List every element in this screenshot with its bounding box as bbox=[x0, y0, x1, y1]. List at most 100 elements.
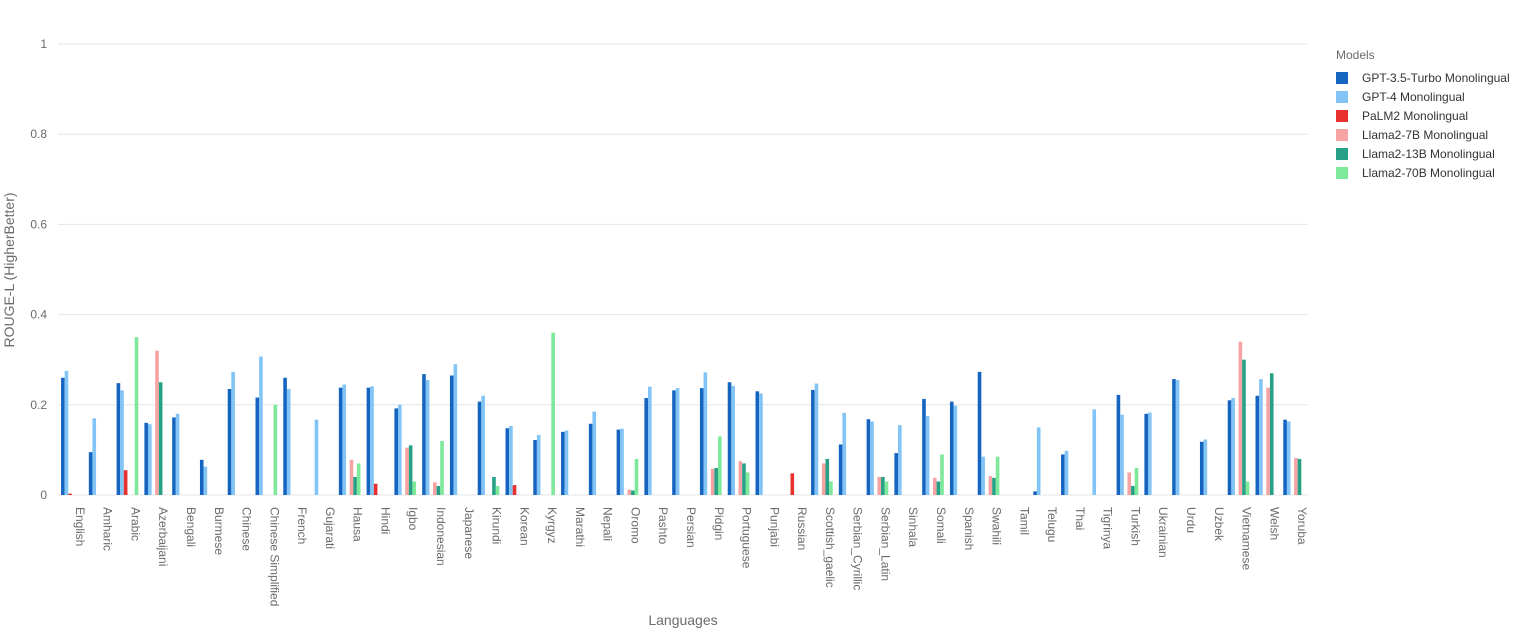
bar[interactable] bbox=[120, 390, 124, 495]
bar[interactable] bbox=[1172, 379, 1176, 495]
bar[interactable] bbox=[838, 444, 843, 495]
bar[interactable] bbox=[283, 377, 287, 495]
bar[interactable] bbox=[1227, 400, 1232, 495]
bar[interactable] bbox=[825, 458, 830, 495]
bar[interactable] bbox=[172, 417, 176, 495]
bar[interactable] bbox=[631, 490, 635, 495]
bar[interactable] bbox=[988, 476, 993, 495]
bar[interactable] bbox=[408, 445, 413, 495]
bar[interactable] bbox=[144, 422, 148, 495]
bar[interactable] bbox=[620, 428, 624, 495]
bar[interactable] bbox=[422, 374, 426, 495]
bar[interactable] bbox=[1131, 485, 1135, 495]
bar[interactable] bbox=[349, 459, 354, 495]
bar[interactable] bbox=[440, 440, 444, 495]
bar[interactable] bbox=[1286, 421, 1291, 495]
bar[interactable] bbox=[672, 390, 676, 495]
bar[interactable] bbox=[742, 463, 746, 495]
bar[interactable] bbox=[199, 459, 204, 495]
bar[interactable] bbox=[61, 377, 65, 495]
bar[interactable] bbox=[925, 416, 930, 495]
bar[interactable] bbox=[1259, 379, 1263, 495]
bar[interactable] bbox=[1033, 491, 1037, 495]
bar[interactable] bbox=[1092, 409, 1097, 495]
bar[interactable] bbox=[648, 386, 652, 495]
bar[interactable] bbox=[1231, 398, 1235, 495]
bar[interactable] bbox=[949, 401, 954, 495]
legend-item[interactable]: Llama2-70B Monolingual bbox=[1336, 163, 1510, 182]
bar[interactable] bbox=[273, 404, 278, 495]
bar[interactable] bbox=[877, 476, 882, 495]
bar[interactable] bbox=[829, 481, 833, 495]
bar[interactable] bbox=[68, 493, 72, 495]
bar[interactable] bbox=[738, 461, 743, 495]
bar[interactable] bbox=[870, 421, 874, 495]
bar[interactable] bbox=[338, 387, 343, 495]
bar[interactable] bbox=[1120, 414, 1124, 495]
bar[interactable] bbox=[634, 458, 639, 495]
bar[interactable] bbox=[894, 453, 898, 495]
legend-item[interactable]: Llama2-7B Monolingual bbox=[1336, 125, 1510, 144]
bar[interactable] bbox=[1283, 419, 1287, 495]
bar[interactable] bbox=[1266, 387, 1270, 495]
bar[interactable] bbox=[644, 398, 648, 495]
bar[interactable] bbox=[884, 481, 889, 495]
bar[interactable] bbox=[551, 332, 555, 495]
legend-item[interactable]: PaLM2 Monolingual bbox=[1336, 106, 1510, 125]
bar[interactable] bbox=[175, 413, 180, 495]
legend[interactable]: Models GPT-3.5-Turbo Monolingual GPT-4 Mo… bbox=[1336, 48, 1510, 182]
bar[interactable] bbox=[255, 397, 260, 495]
bar[interactable] bbox=[710, 468, 715, 495]
bar[interactable] bbox=[436, 485, 441, 495]
bar[interactable] bbox=[512, 485, 517, 495]
bar[interactable] bbox=[453, 364, 458, 495]
bar[interactable] bbox=[227, 389, 232, 495]
bar[interactable] bbox=[933, 477, 937, 495]
bar[interactable] bbox=[616, 429, 621, 495]
bar[interactable] bbox=[1269, 373, 1274, 495]
bar[interactable] bbox=[356, 463, 361, 495]
bar[interactable] bbox=[1255, 395, 1260, 495]
bar[interactable] bbox=[977, 371, 982, 495]
bar[interactable] bbox=[759, 393, 763, 495]
bar[interactable] bbox=[398, 404, 402, 495]
legend-item[interactable]: GPT-3.5-Turbo Monolingual bbox=[1336, 68, 1510, 87]
bar[interactable] bbox=[940, 454, 944, 495]
bar[interactable] bbox=[394, 408, 398, 495]
bar[interactable] bbox=[992, 477, 996, 495]
bar[interactable] bbox=[449, 375, 454, 495]
bar[interactable] bbox=[627, 489, 632, 495]
bar[interactable] bbox=[1148, 412, 1152, 495]
bar[interactable] bbox=[790, 473, 795, 495]
bar[interactable] bbox=[492, 476, 496, 495]
bar[interactable] bbox=[1127, 472, 1132, 495]
bar[interactable] bbox=[405, 447, 409, 495]
bar[interactable] bbox=[88, 452, 93, 495]
bar[interactable] bbox=[714, 467, 718, 495]
bar[interactable] bbox=[158, 382, 163, 495]
bar[interactable] bbox=[922, 398, 926, 495]
bar[interactable] bbox=[731, 385, 735, 495]
bar[interactable] bbox=[564, 430, 569, 495]
bar[interactable] bbox=[373, 483, 378, 495]
bar[interactable] bbox=[1134, 467, 1139, 495]
bar[interactable] bbox=[821, 463, 826, 495]
bar[interactable] bbox=[148, 424, 152, 495]
bar[interactable] bbox=[1245, 481, 1250, 495]
bar[interactable] bbox=[755, 391, 760, 495]
bar[interactable] bbox=[936, 481, 941, 495]
bar[interactable] bbox=[536, 435, 541, 495]
bar[interactable] bbox=[814, 383, 819, 495]
bar[interactable] bbox=[703, 372, 708, 495]
bar[interactable] bbox=[718, 436, 722, 495]
bar[interactable] bbox=[1116, 394, 1121, 495]
bar[interactable] bbox=[592, 411, 597, 495]
bar[interactable] bbox=[1242, 359, 1246, 495]
bar[interactable] bbox=[366, 387, 371, 495]
bar[interactable] bbox=[953, 405, 958, 495]
bar[interactable] bbox=[505, 428, 510, 495]
bar[interactable] bbox=[123, 470, 128, 495]
bar[interactable] bbox=[1144, 413, 1148, 495]
bar[interactable] bbox=[1199, 441, 1204, 495]
bar[interactable] bbox=[353, 476, 357, 495]
